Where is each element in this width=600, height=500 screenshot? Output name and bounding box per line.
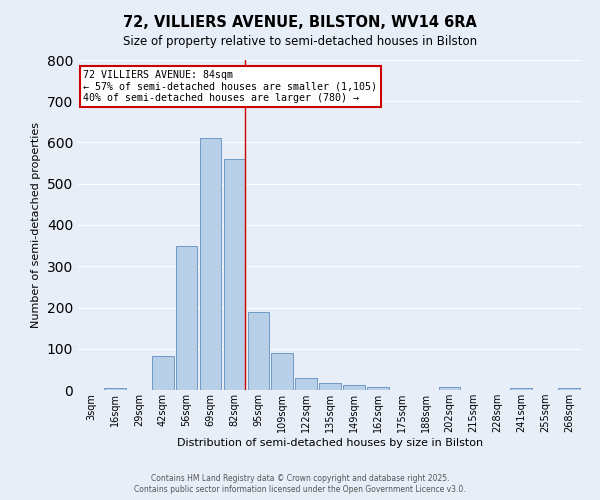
Bar — [367, 386, 389, 390]
Bar — [319, 382, 341, 390]
Text: Size of property relative to semi-detached houses in Bilston: Size of property relative to semi-detach… — [123, 35, 477, 48]
Bar — [295, 378, 317, 390]
Bar — [271, 353, 293, 390]
Bar — [152, 356, 173, 390]
Text: Contains HM Land Registry data © Crown copyright and database right 2025.
Contai: Contains HM Land Registry data © Crown c… — [134, 474, 466, 494]
Y-axis label: Number of semi-detached properties: Number of semi-detached properties — [31, 122, 41, 328]
Bar — [104, 388, 126, 390]
X-axis label: Distribution of semi-detached houses by size in Bilston: Distribution of semi-detached houses by … — [177, 438, 483, 448]
Bar — [224, 159, 245, 390]
Bar — [200, 138, 221, 390]
Bar — [176, 246, 197, 390]
Bar — [439, 387, 460, 390]
Bar — [511, 388, 532, 390]
Text: 72 VILLIERS AVENUE: 84sqm
← 57% of semi-detached houses are smaller (1,105)
40% : 72 VILLIERS AVENUE: 84sqm ← 57% of semi-… — [83, 70, 377, 103]
Bar — [343, 385, 365, 390]
Bar — [248, 312, 269, 390]
Text: 72, VILLIERS AVENUE, BILSTON, WV14 6RA: 72, VILLIERS AVENUE, BILSTON, WV14 6RA — [123, 15, 477, 30]
Bar — [558, 388, 580, 390]
